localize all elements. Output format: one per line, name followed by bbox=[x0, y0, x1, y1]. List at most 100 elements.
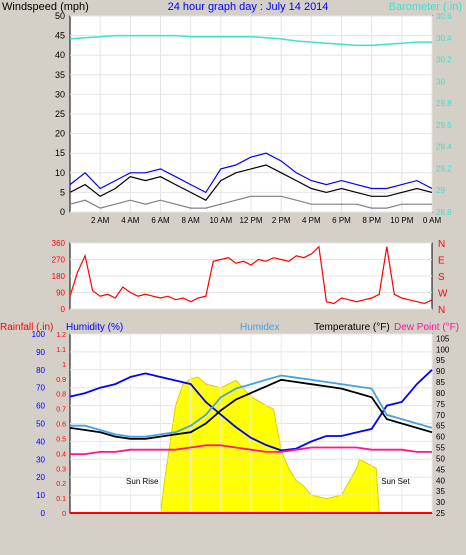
temperature-tick-label: 95 bbox=[436, 356, 445, 365]
barometer-axis-title: Barometer (.in) bbox=[389, 1, 462, 13]
temperature-series-line bbox=[70, 444, 432, 456]
time-tick-label: 8 PM bbox=[362, 216, 381, 225]
humidity-tick-label: 30 bbox=[36, 455, 45, 464]
wind-tick-label: 0 bbox=[60, 207, 65, 217]
temperature-tick-label: 35 bbox=[436, 487, 445, 496]
humidity-tick-label: 40 bbox=[36, 437, 45, 446]
rain-tick-label: 0.5 bbox=[56, 436, 66, 443]
time-tick-label: 4 AM bbox=[121, 216, 140, 225]
rain-tick-label: 0.2 bbox=[56, 481, 66, 488]
temperature-tick-label: 80 bbox=[436, 389, 445, 398]
temperature-tick-label: 60 bbox=[436, 433, 445, 442]
humidity-tick-label: 90 bbox=[36, 348, 45, 357]
humidity-tick-label: 60 bbox=[36, 402, 45, 411]
wind-series-line bbox=[69, 195, 432, 209]
temperature-tick-label: 45 bbox=[436, 465, 445, 474]
direction-tick-label: 270 bbox=[52, 256, 66, 265]
barometer-tick-label: 30.6 bbox=[436, 12, 452, 21]
wind-tick-label: 15 bbox=[55, 148, 65, 158]
wind-series-line bbox=[69, 152, 433, 194]
legend-label: Dew Point (°F) bbox=[394, 322, 459, 333]
time-tick-label: 2 PM bbox=[272, 216, 291, 225]
temperature-series-line bbox=[70, 374, 433, 438]
time-tick-label: 4 PM bbox=[302, 216, 321, 225]
legend-label: Humidity (%) bbox=[66, 322, 123, 333]
humidity-tick-label: 0 bbox=[41, 509, 46, 518]
barometer-tick-label: 29.6 bbox=[436, 121, 452, 130]
temperature-tick-label: 30 bbox=[436, 498, 445, 507]
rain-tick-label: 1.2 bbox=[56, 332, 66, 339]
sunrise-label: Sun Rise bbox=[126, 477, 159, 486]
time-tick-label: 2 AM bbox=[91, 216, 110, 225]
wind-tick-label: 25 bbox=[55, 109, 65, 119]
barometer-tick-label: 29.8 bbox=[436, 99, 452, 108]
wind-tick-label: 20 bbox=[55, 129, 65, 139]
time-tick-label: 0 AM bbox=[423, 216, 442, 225]
sunset-label: Sun Set bbox=[381, 477, 410, 486]
wind-tick-label: 50 bbox=[55, 11, 65, 21]
legend-label: Humidex bbox=[240, 322, 279, 333]
time-tick-label: 12 PM bbox=[239, 216, 262, 225]
legend-label: Rainfall (.in) bbox=[0, 322, 53, 333]
temperature-tick-label: 90 bbox=[436, 367, 445, 376]
wind-tick-label: 45 bbox=[55, 31, 65, 41]
temperature-tick-label: 75 bbox=[436, 400, 445, 409]
direction-tick-label: 0 bbox=[61, 305, 66, 314]
direction-compass-label: S bbox=[438, 272, 445, 283]
chart-title: 24 hour graph day : July 14 2014 bbox=[168, 1, 329, 13]
rain-tick-label: 0.7 bbox=[56, 407, 66, 414]
legend-label: Temperature (°F) bbox=[314, 322, 390, 333]
temperature-tick-label: 25 bbox=[436, 509, 445, 518]
rain-tick-label: 1.1 bbox=[56, 347, 66, 354]
time-tick-label: 6 AM bbox=[151, 216, 170, 225]
wind-tick-label: 35 bbox=[55, 70, 65, 80]
barometer-tick-label: 29 bbox=[436, 186, 445, 195]
rain-tick-label: 0.9 bbox=[56, 377, 66, 384]
direction-compass-label: N bbox=[438, 305, 445, 316]
rain-tick-label: 0.6 bbox=[56, 422, 66, 429]
direction-compass-label: W bbox=[438, 289, 448, 300]
wind-series-line bbox=[69, 34, 432, 47]
wind-series-line bbox=[69, 164, 433, 201]
temperature-tick-label: 40 bbox=[436, 476, 445, 485]
humidity-tick-label: 70 bbox=[36, 384, 45, 393]
rain-tick-label: 0.8 bbox=[56, 392, 66, 399]
rain-tick-label: 0.4 bbox=[56, 451, 66, 458]
rain-tick-label: 0 bbox=[62, 511, 66, 518]
time-tick-label: 10 PM bbox=[390, 216, 413, 225]
temperature-tick-label: 100 bbox=[436, 345, 450, 354]
barometer-tick-label: 30.4 bbox=[436, 34, 452, 43]
wind-tick-label: 10 bbox=[55, 168, 65, 178]
direction-tick-label: 90 bbox=[56, 289, 65, 298]
barometer-tick-label: 29.2 bbox=[436, 164, 452, 173]
temperature-tick-label: 65 bbox=[436, 422, 445, 431]
humidity-tick-label: 20 bbox=[36, 473, 45, 482]
time-tick-label: 10 AM bbox=[209, 216, 232, 225]
temperature-series-line bbox=[69, 378, 433, 440]
wind-tick-label: 40 bbox=[55, 50, 65, 60]
temperature-tick-label: 105 bbox=[436, 334, 450, 343]
barometer-tick-label: 28.8 bbox=[436, 208, 452, 217]
time-tick-label: 6 PM bbox=[332, 216, 351, 225]
temperature-tick-label: 55 bbox=[436, 444, 445, 453]
humidity-tick-label: 80 bbox=[36, 366, 45, 375]
direction-tick-label: 360 bbox=[52, 239, 66, 248]
rain-tick-label: 0.1 bbox=[56, 496, 66, 503]
humidity-tick-label: 50 bbox=[36, 420, 45, 429]
wind-tick-label: 5 bbox=[60, 187, 65, 197]
humidity-tick-label: 100 bbox=[32, 330, 46, 339]
time-tick-label: 8 AM bbox=[182, 216, 201, 225]
temperature-tick-label: 50 bbox=[436, 454, 445, 463]
direction-compass-label: E bbox=[438, 256, 445, 267]
temperature-tick-label: 70 bbox=[436, 411, 445, 420]
barometer-tick-label: 29.4 bbox=[436, 143, 452, 152]
windspeed-axis-title: Windspeed (mph) bbox=[2, 1, 89, 13]
wind-direction-line bbox=[69, 245, 433, 305]
humidity-tick-label: 10 bbox=[36, 491, 45, 500]
wind-tick-label: 30 bbox=[55, 89, 65, 99]
barometer-tick-label: 30.2 bbox=[436, 56, 452, 65]
direction-compass-label: N bbox=[438, 239, 445, 250]
rain-tick-label: 1 bbox=[62, 362, 66, 369]
temperature-tick-label: 85 bbox=[436, 378, 445, 387]
